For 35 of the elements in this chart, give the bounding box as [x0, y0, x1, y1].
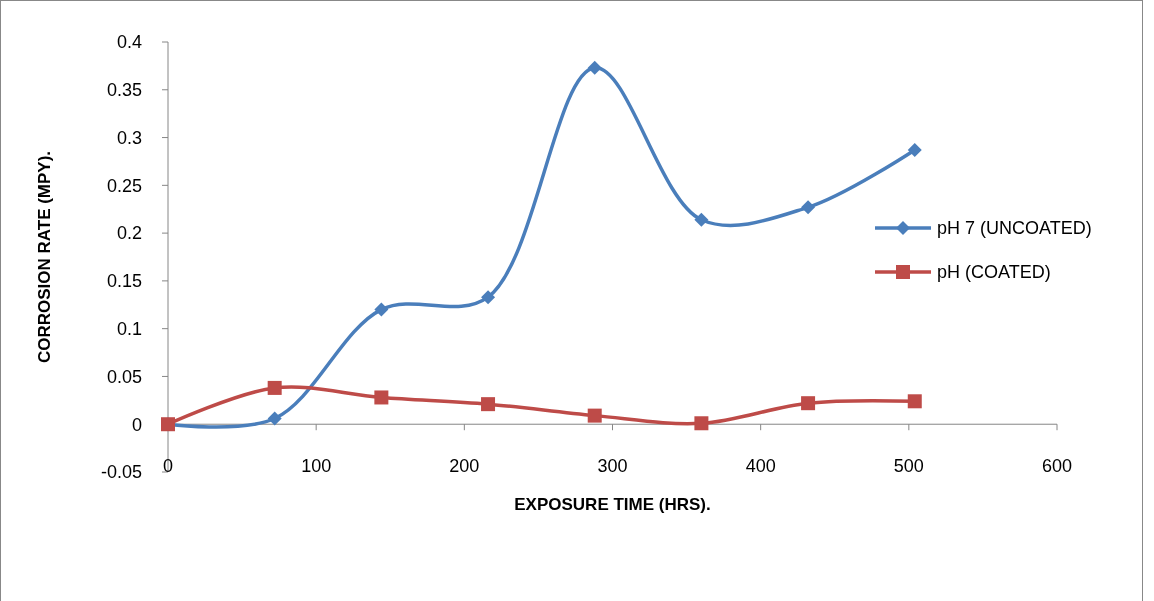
y-tick-label: 0.1 — [116, 318, 142, 339]
y-tick-label: 0.2 — [116, 223, 142, 244]
point — [907, 142, 922, 157]
point — [481, 397, 496, 412]
x-tick-label: 200 — [449, 456, 480, 477]
legend-label: pH 7 (UNCOATED) — [937, 218, 1092, 239]
point — [267, 411, 282, 426]
point — [481, 290, 496, 305]
x-tick-label: 500 — [893, 456, 924, 477]
point — [694, 212, 709, 227]
point — [374, 302, 389, 317]
y-tick-label: 0.35 — [106, 80, 142, 101]
y-tick-label: 0.25 — [106, 175, 142, 196]
x-tick-label: 400 — [745, 456, 776, 477]
point — [374, 390, 389, 405]
x-tick-label: 0 — [162, 456, 174, 477]
x-axis-title: EXPOSURE TIME (HRS). — [514, 495, 711, 514]
legend-label: pH (COATED) — [937, 262, 1051, 283]
y-tick-label: 0 — [131, 414, 142, 435]
x-tick-label: 100 — [301, 456, 332, 477]
point — [907, 394, 922, 409]
point — [694, 416, 709, 431]
y-tick-label: 0.4 — [116, 32, 142, 53]
x-tick-label: 600 — [1041, 456, 1073, 477]
point — [587, 60, 602, 75]
point — [267, 380, 282, 395]
x-tick-label: 300 — [597, 456, 628, 477]
y-tick-label: 0.05 — [106, 366, 142, 387]
y-tick-label: -0.05 — [100, 462, 142, 483]
point — [587, 408, 602, 423]
y-tick-label: 0.3 — [116, 127, 142, 148]
y-axis-title: CORROSION RATE (MPY). — [35, 150, 54, 364]
point — [801, 200, 816, 215]
y-tick-label: 0.15 — [106, 271, 142, 292]
point — [801, 396, 816, 411]
